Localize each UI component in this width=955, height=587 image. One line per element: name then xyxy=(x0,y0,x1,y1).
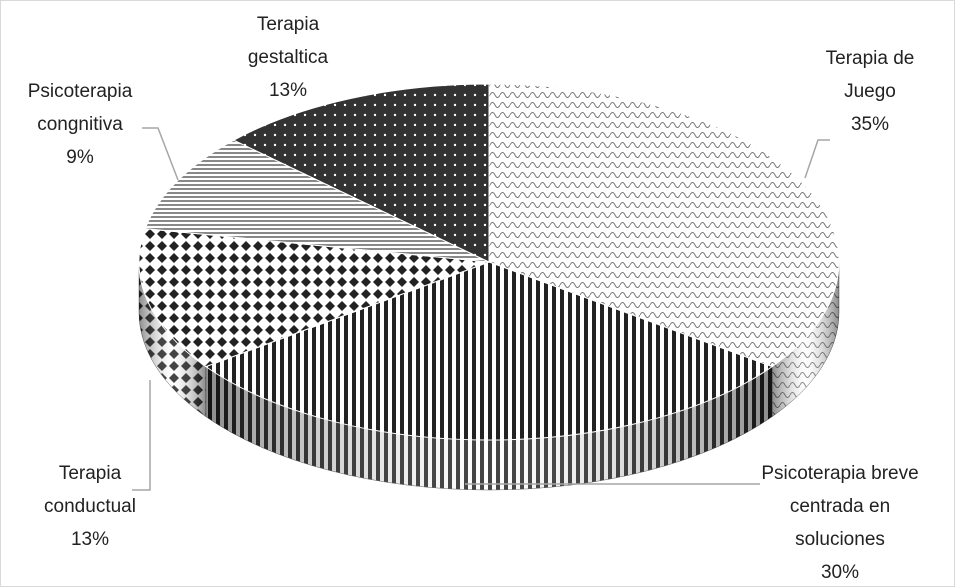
slice-side-shade xyxy=(205,366,773,490)
slice xyxy=(144,139,490,263)
slice-label: Terapia de Juego 35% xyxy=(825,48,915,135)
slice-label: Terapia conductual 13% xyxy=(44,463,136,550)
slice-label: Psicoterapia congnitiva 9% xyxy=(27,81,133,168)
slice-label: Terapia gestaltica 13% xyxy=(247,14,329,101)
slice xyxy=(204,261,774,441)
slice-label: Psicoterapia breve centrada en solucione… xyxy=(761,463,919,583)
slice xyxy=(138,228,490,368)
leader-lines xyxy=(132,127,830,491)
slice xyxy=(232,83,490,263)
slice xyxy=(488,83,840,368)
slice-side-shade xyxy=(772,262,839,417)
slice-side-shade xyxy=(139,262,206,417)
